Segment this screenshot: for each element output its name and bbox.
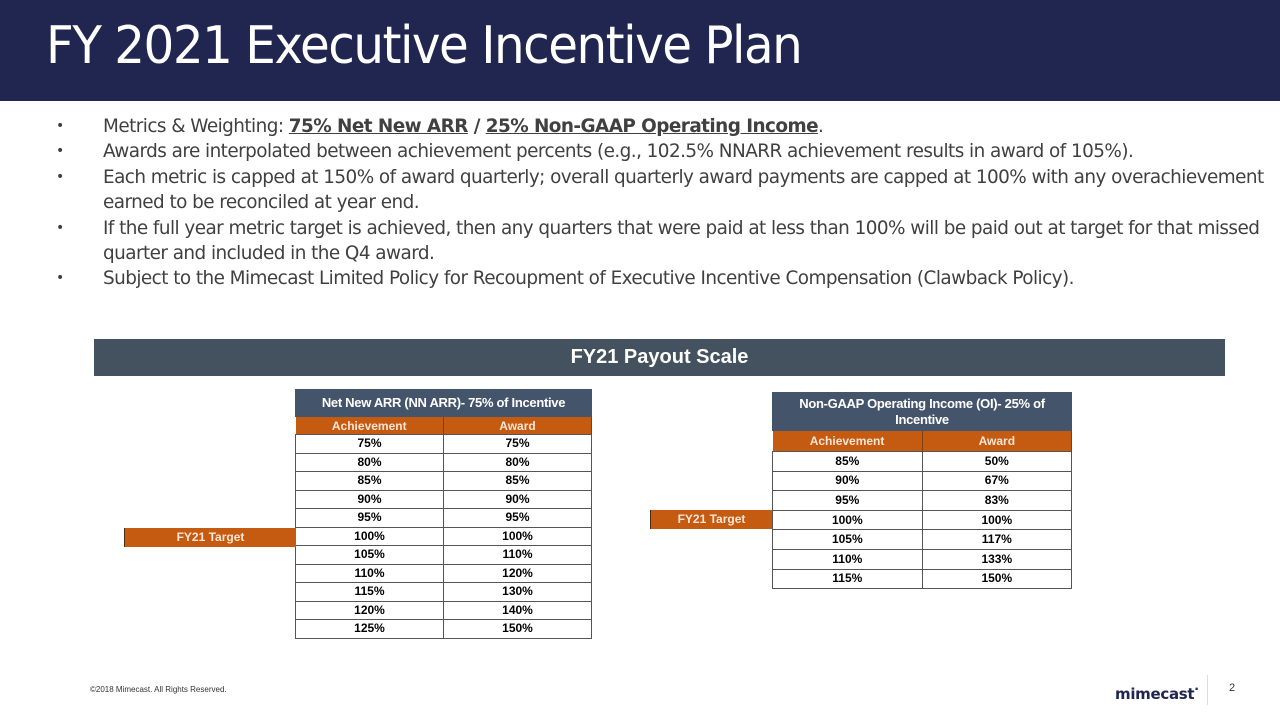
slide-title: FY 2021 Executive Incentive Plan [46, 16, 803, 76]
table-row: 120% 140% [295, 600, 592, 620]
bullet-item: • If the full year metric target is achi… [56, 217, 1260, 265]
column-header-achievement: Achievement [772, 430, 923, 452]
column-header-achievement: Achievement [295, 416, 444, 435]
table-row: 110% 120% [295, 563, 592, 583]
page-number: 2 [1229, 682, 1236, 694]
nnarr-payout-table: Net New ARR (NN ARR)- 75% of Incentive A… [295, 389, 592, 639]
bullet-item: • Awards are interpolated between achiev… [56, 139, 1266, 164]
nnarr-table-title: Net New ARR (NN ARR)- 75% of Incentive [295, 389, 592, 417]
column-header-award: Award [922, 430, 1073, 452]
bullet-icon: • [56, 118, 64, 134]
metric-oi-link[interactable]: 25% Non-GAAP Operating Income [485, 116, 819, 137]
table-row: 80% 80% [295, 452, 592, 472]
logo-mark-icon: · [1194, 681, 1199, 696]
payout-scale-header: FY21 Payout Scale [94, 339, 1225, 376]
table-row: 95% 83% [772, 490, 1073, 511]
oi-payout-table: Non-GAAP Operating Income (OI)- 25% of I… [772, 392, 1073, 590]
bullet-item: • Metrics & Weighting: 75% Net New ARR /… [56, 114, 1266, 139]
bullet-list: • Metrics & Weighting: 75% Net New ARR /… [56, 114, 1266, 292]
table-row-target: 100% 100% [295, 526, 592, 546]
table-row-target: 100% 100% [772, 509, 1073, 531]
table-row: 85% 50% [772, 451, 1073, 472]
table-row: 85% 85% [295, 471, 592, 491]
table-row: 90% 67% [772, 470, 1073, 492]
bullet-icon: • [56, 219, 64, 236]
nnarr-target-label: FY21 Target [124, 528, 296, 547]
table-row: 110% 133% [772, 548, 1073, 570]
column-header-award: Award [443, 416, 592, 435]
footer-divider [1207, 675, 1208, 705]
table-row: 90% 90% [295, 489, 592, 509]
table-row: 105% 110% [295, 545, 592, 565]
bullet-item: • Each metric is capped at 150% of award… [56, 166, 1264, 214]
oi-target-label: FY21 Target [650, 510, 772, 529]
mimecast-logo: mimecast· [1115, 681, 1199, 703]
table-row: 125% 150% [295, 619, 592, 639]
metric-nnarr-link[interactable]: 75% Net New ARR [288, 116, 469, 137]
bullet-item: • Subject to the Mimecast Limited Policy… [56, 266, 1266, 291]
table-row: 95% 95% [295, 508, 592, 528]
oi-table-title: Non-GAAP Operating Income (OI)- 25% of I… [772, 392, 1072, 431]
table-row: 75% 75% [295, 434, 592, 454]
bullet-icon: • [56, 168, 64, 185]
table-row: 115% 150% [772, 568, 1073, 590]
table-row: 115% 130% [295, 582, 592, 602]
bullet-icon: • [56, 143, 64, 160]
table-row: 105% 117% [772, 529, 1073, 550]
copyright-notice: ©2018 Mimecast. All Rights Reserved. [90, 685, 227, 694]
title-bar: FY 2021 Executive Incentive Plan [0, 0, 1280, 101]
bullet-icon: • [56, 270, 64, 287]
